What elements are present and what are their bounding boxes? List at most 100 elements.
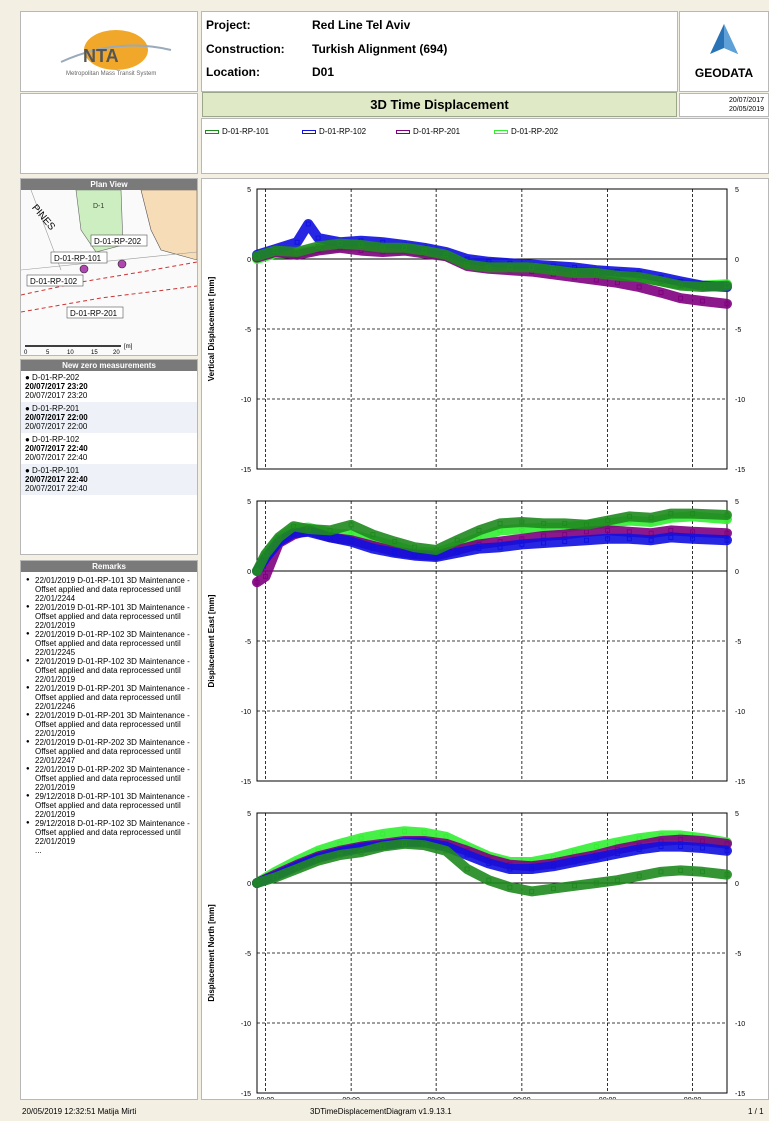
data-point: [699, 298, 705, 304]
data-point: [421, 830, 427, 836]
y-tick-label-right: -15: [735, 467, 745, 474]
data-point: [254, 253, 260, 259]
y-tick-label: -5: [245, 951, 251, 958]
scale-tick-15: 15: [91, 350, 98, 355]
legend-panel: [201, 118, 769, 174]
x-tick-time: 00:00: [599, 1097, 617, 1099]
data-point: [724, 301, 730, 307]
data-point: [411, 544, 417, 550]
x-tick-time: 00:00: [427, 1097, 445, 1099]
remarks-panel: Remarks 22/01/2019 D-01-RP-101 3D Mainte…: [20, 560, 198, 1100]
zone-label: D-1: [93, 203, 104, 210]
data-point: [550, 863, 556, 869]
data-point: [724, 283, 730, 289]
data-point: [593, 270, 599, 276]
header-blank-panel: [20, 93, 198, 174]
data-point: [519, 541, 525, 547]
brand-name: GEODATA: [694, 66, 754, 80]
data-point: [327, 527, 333, 533]
logo-text: NTA: [83, 46, 119, 66]
data-point: [529, 866, 535, 872]
data-point: [294, 866, 300, 872]
data-point: [443, 252, 449, 258]
data-point: [605, 536, 611, 542]
data-point: [421, 842, 427, 848]
zero-measurement-item: ● D-01-RP-201 20/07/2017 22:00 20/07/2017 …: [21, 402, 197, 433]
remark-item: 29/12/2018 D-01-RP-101 3D Maintenance - …: [21, 792, 193, 819]
data-point: [392, 550, 398, 556]
y-tick-label: -15: [241, 467, 251, 474]
y-tick-label: -15: [241, 1091, 251, 1098]
zero-measurement-date: 20/07/2017 22:40: [25, 484, 88, 493]
data-point: [724, 512, 730, 518]
data-point: [370, 532, 376, 538]
data-point: [572, 859, 578, 865]
data-point: [464, 866, 470, 872]
data-point: [626, 536, 632, 542]
data-point: [690, 511, 696, 517]
data-point: [315, 243, 321, 249]
x-tick-time: 00:00: [513, 1097, 531, 1099]
y-tick-label-right: 5: [735, 187, 739, 194]
data-point: [724, 872, 730, 878]
zero-measurement-date: 20/07/2017 22:40: [25, 453, 88, 462]
displacement-charts: 5 5 0 0 -5 -5 -10 -10 -15 -15 Vertical Displacemen…: [207, 187, 745, 1112]
data-point: [572, 883, 578, 889]
data-point: [572, 270, 578, 276]
x-tick-time: 00:00: [257, 1097, 275, 1099]
zero-measurement-item: ● D-01-RP-101 20/07/2017 22:40 20/07/2017 …: [21, 464, 197, 495]
zero-measurements-list: ● D-01-RP-202 20/07/2017 23:20 20/07/2017 …: [21, 371, 197, 495]
remark-item: 22/01/2019 D-01-RP-101 3D Maintenance - …: [21, 603, 193, 630]
y-tick-label: -10: [241, 709, 251, 716]
data-point: [380, 831, 386, 837]
plan-label-rp101: D-01-RP-101: [54, 254, 102, 263]
data-point: [315, 858, 321, 864]
logo-subtext: Metropolitan Mass Transit System: [66, 71, 156, 77]
data-point: [507, 884, 513, 890]
remarks-list: 22/01/2019 D-01-RP-101 3D Maintenance - …: [21, 572, 197, 855]
data-point: [626, 513, 632, 519]
y-tick-label-right: 0: [735, 257, 739, 264]
zero-measurement-date-bold: 20/07/2017 23:20: [25, 382, 88, 391]
data-point: [614, 273, 620, 279]
project-info-panel: Project: Red Line Tel Aviv Construction:…: [201, 11, 678, 92]
data-point: [454, 537, 460, 543]
data-point: [648, 537, 654, 543]
data-point: [358, 835, 364, 841]
data-point: [614, 851, 620, 857]
data-point: [678, 867, 684, 873]
data-point: [605, 518, 611, 524]
zero-measurement-point: ● D-01-RP-201: [25, 404, 80, 413]
series-line-d-01-rp-101: [252, 238, 732, 292]
data-point: [276, 534, 282, 540]
legend-swatch: [396, 129, 410, 134]
y-tick-label-right: -15: [735, 779, 745, 786]
data-point: [550, 886, 556, 892]
zero-measurement-date-bold: 20/07/2017 22:40: [25, 475, 88, 484]
legend-label: D-01-RP-102: [319, 127, 367, 136]
data-point: [464, 262, 470, 268]
legend-label: D-01-RP-101: [222, 127, 270, 136]
y-tick-label-right: 5: [735, 811, 739, 818]
data-point: [658, 290, 664, 296]
data-point: [327, 534, 333, 540]
data-point: [476, 527, 482, 533]
remark-item: 22/01/2019 D-01-RP-202 3D Maintenance - …: [21, 738, 193, 765]
remark-item: 22/01/2019 D-01-RP-101 3D Maintenance - …: [21, 576, 193, 603]
footer-version: 3DTimeDisplacementDiagram v1.9.13.1: [310, 1107, 452, 1116]
legend-item: D-01-RP-202: [494, 127, 558, 136]
plan-label-rp201: D-01-RP-201: [70, 309, 118, 318]
data-point: [678, 844, 684, 850]
y-tick-label-right: -5: [735, 639, 741, 646]
data-point: [678, 283, 684, 289]
zero-measurement-item: ● D-01-RP-202 20/07/2017 23:20 20/07/2017 …: [21, 371, 197, 402]
date-range: 20/07/2017 20/05/2019: [679, 93, 769, 117]
plan-label-rp102: D-01-RP-102: [30, 277, 78, 286]
data-point: [614, 877, 620, 883]
data-point: [593, 844, 599, 850]
remark-item: 22/01/2019 D-01-RP-202 3D Maintenance - …: [21, 765, 193, 792]
data-point: [454, 550, 460, 556]
data-point: [358, 849, 364, 855]
scale-tick-0: 0: [24, 350, 28, 355]
data-point: [699, 284, 705, 290]
